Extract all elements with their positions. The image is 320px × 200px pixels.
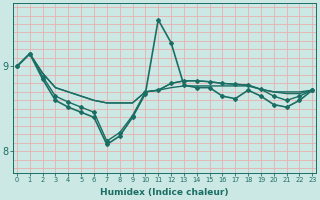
X-axis label: Humidex (Indice chaleur): Humidex (Indice chaleur) (100, 188, 229, 197)
